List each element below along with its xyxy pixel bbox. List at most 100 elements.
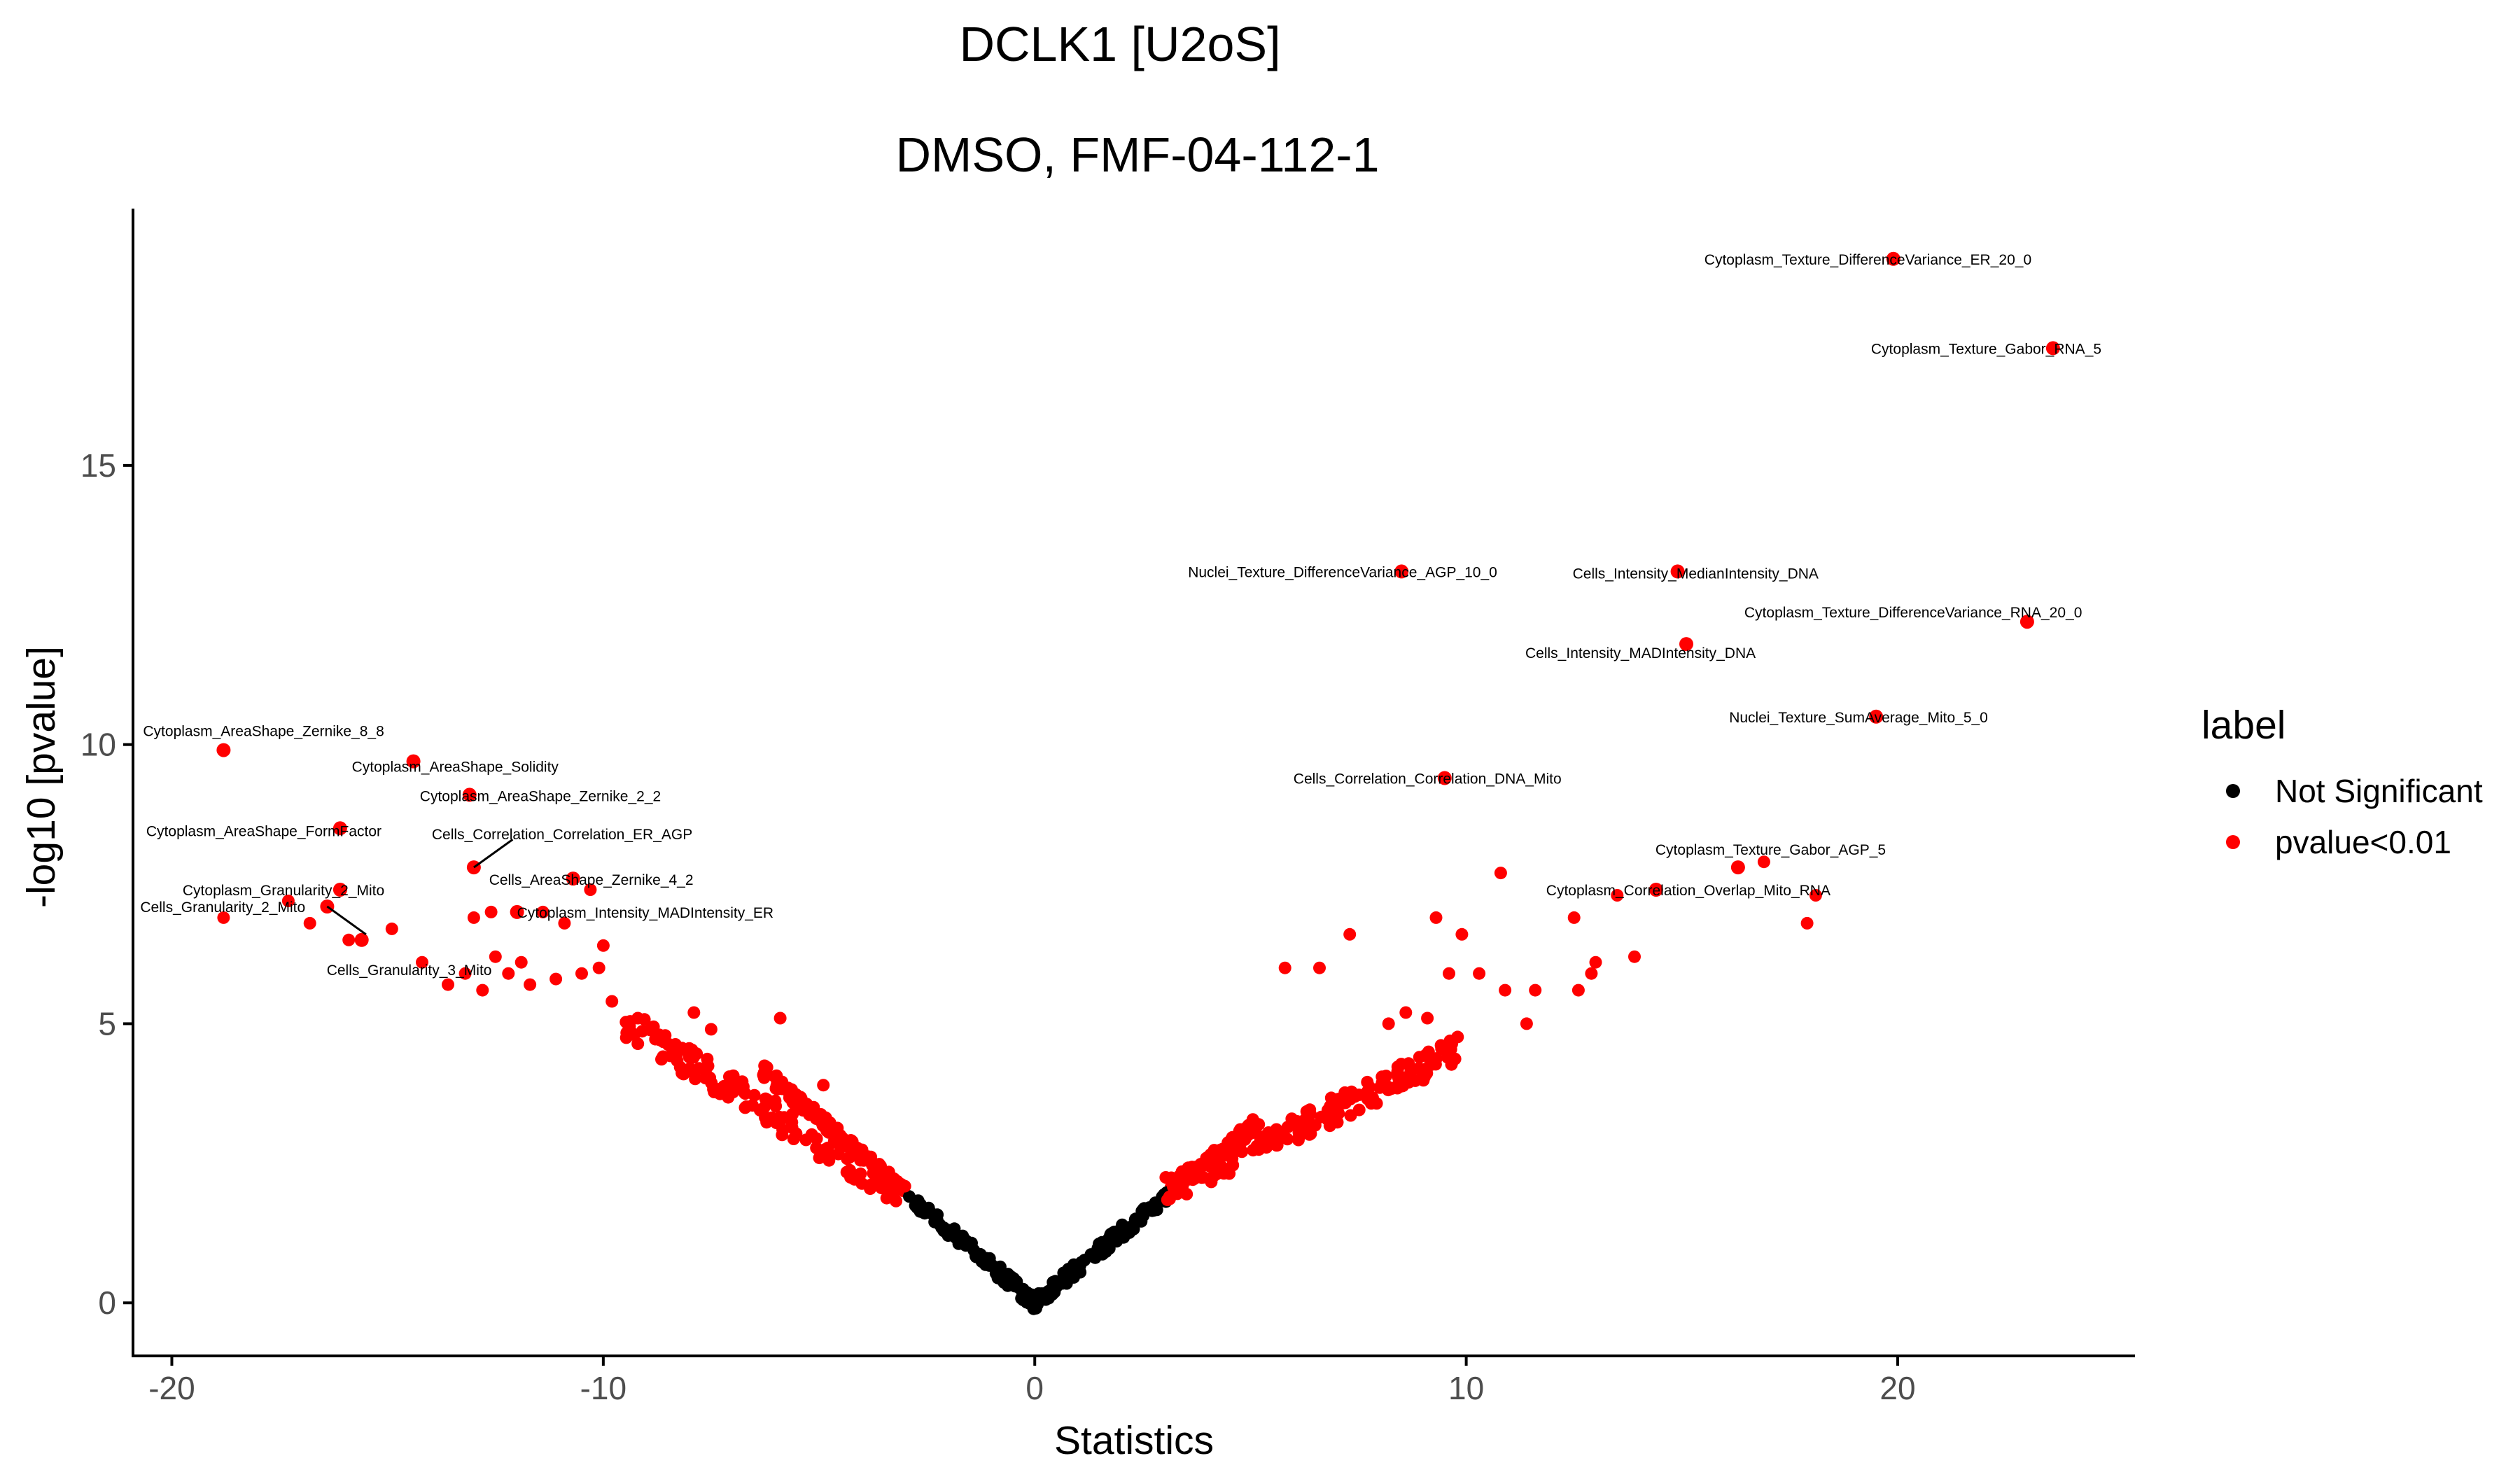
labeled-point xyxy=(1648,883,1663,897)
significant-point xyxy=(1757,855,1770,869)
significant-point xyxy=(558,916,571,930)
significant-point xyxy=(1216,1166,1229,1179)
significant-point xyxy=(1800,916,1814,930)
significant-point xyxy=(1455,927,1469,941)
significant-point xyxy=(1163,1190,1176,1203)
labeled-point xyxy=(510,904,524,919)
significant-point xyxy=(606,995,619,1008)
significant-point xyxy=(1332,1093,1345,1106)
significant-point xyxy=(800,1098,813,1111)
significant-point xyxy=(484,905,498,918)
non-significant-point xyxy=(903,1190,916,1203)
significant-point xyxy=(1298,1113,1312,1126)
significant-point xyxy=(664,1049,677,1063)
significant-point xyxy=(687,1006,701,1019)
legend-title: label xyxy=(2202,703,2286,748)
significant-point xyxy=(575,967,588,980)
label-leader-line xyxy=(473,839,514,869)
significant-point xyxy=(1344,1109,1357,1122)
x-axis-ticks: -20 -10 0 10 20 xyxy=(148,1356,1916,1406)
significant-point xyxy=(1382,1017,1395,1030)
non-significant-point xyxy=(1084,1248,1098,1261)
significant-point xyxy=(895,1177,908,1191)
significant-point xyxy=(844,1139,858,1152)
significant-point xyxy=(701,1052,714,1065)
significant-point xyxy=(1520,1017,1533,1030)
significant-point xyxy=(442,978,454,991)
x-tick-label: 20 xyxy=(1879,1370,1915,1406)
significant-point xyxy=(1242,1119,1255,1133)
labeled-point xyxy=(1394,564,1409,579)
labeled-point xyxy=(354,932,369,947)
significant-point xyxy=(458,967,472,980)
point-label: Cells_AreaShape_Zernike_4_2 xyxy=(489,872,694,888)
significant-point xyxy=(1296,1124,1310,1137)
significant-point xyxy=(704,1071,717,1084)
significant-point xyxy=(757,1101,771,1114)
point-label: Cytoplasm_Texture_Gabor_AGP_5 xyxy=(1656,842,1886,858)
significant-point xyxy=(1443,967,1455,980)
significant-point xyxy=(1191,1170,1205,1184)
legend-label-significant: pvalue<0.01 xyxy=(2275,824,2451,860)
significant-point xyxy=(783,1086,796,1100)
significant-point xyxy=(1499,983,1512,997)
point-label: Cytoplasm_Granularity_2_Mito xyxy=(183,883,384,899)
significant-point xyxy=(1172,1170,1186,1183)
significant-point xyxy=(1326,1107,1340,1120)
significant-point xyxy=(769,1094,782,1107)
significant-point xyxy=(1363,1081,1376,1093)
x-tick-label: -20 xyxy=(148,1370,195,1406)
significant-point xyxy=(776,1128,789,1142)
y-tick-label: 0 xyxy=(98,1284,116,1321)
significant-point xyxy=(770,1079,783,1092)
significant-point xyxy=(550,972,563,986)
significant-point xyxy=(1343,927,1357,941)
significant-point xyxy=(704,1023,718,1036)
significant-point xyxy=(832,1147,845,1161)
point-label: Cytoplasm_Correlation_Overlap_Mito_RNA xyxy=(1546,883,1830,899)
significant-point xyxy=(1343,1093,1357,1106)
label-leader-line xyxy=(326,905,367,936)
significant-point xyxy=(867,1179,881,1192)
significant-point xyxy=(281,895,295,907)
significant-point xyxy=(677,1068,690,1081)
significant-point xyxy=(631,1011,645,1025)
significant-point xyxy=(850,1170,864,1183)
significant-point xyxy=(820,1124,834,1138)
non-significant-point xyxy=(1104,1228,1117,1242)
significant-point xyxy=(818,1143,832,1156)
significant-point xyxy=(805,1128,818,1141)
significant-point xyxy=(740,1100,753,1113)
significant-point xyxy=(643,1023,657,1037)
significant-point xyxy=(1585,967,1598,980)
non-significant-point xyxy=(1042,1284,1055,1298)
non-significant-point xyxy=(941,1229,955,1242)
significant-point xyxy=(502,967,515,980)
point-label: Cytoplasm_Texture_DifferenceVariance_ER_… xyxy=(1704,252,2031,268)
legend-label-not-significant: Not Significant xyxy=(2275,773,2483,809)
y-tick-label: 10 xyxy=(80,727,116,763)
point-label: Nuclei_Texture_DifferenceVariance_AGP_10… xyxy=(1188,564,1497,580)
significant-point xyxy=(817,1079,830,1092)
significant-point xyxy=(814,1114,827,1128)
significant-point xyxy=(1417,1074,1430,1087)
significant-point xyxy=(803,1108,816,1121)
significant-point xyxy=(713,1087,727,1100)
significant-point xyxy=(514,955,528,969)
point-labels: Cytoplasm_Texture_DifferenceVariance_ER_… xyxy=(140,252,2101,979)
significant-point xyxy=(1628,950,1641,963)
significant-point xyxy=(1529,983,1542,997)
legend-key-significant xyxy=(2226,835,2240,849)
significant-point xyxy=(725,1076,738,1089)
significant-point xyxy=(787,1133,800,1145)
labeled-point xyxy=(2045,341,2060,356)
labeled-point xyxy=(1730,860,1745,875)
non-significant-point xyxy=(1147,1198,1161,1212)
non-significant-point xyxy=(1135,1214,1148,1228)
significant-point xyxy=(867,1167,880,1180)
data-points xyxy=(216,251,2060,1315)
significant-point xyxy=(1205,1175,1218,1189)
significant-point xyxy=(620,1016,633,1029)
significant-point xyxy=(1611,889,1624,902)
